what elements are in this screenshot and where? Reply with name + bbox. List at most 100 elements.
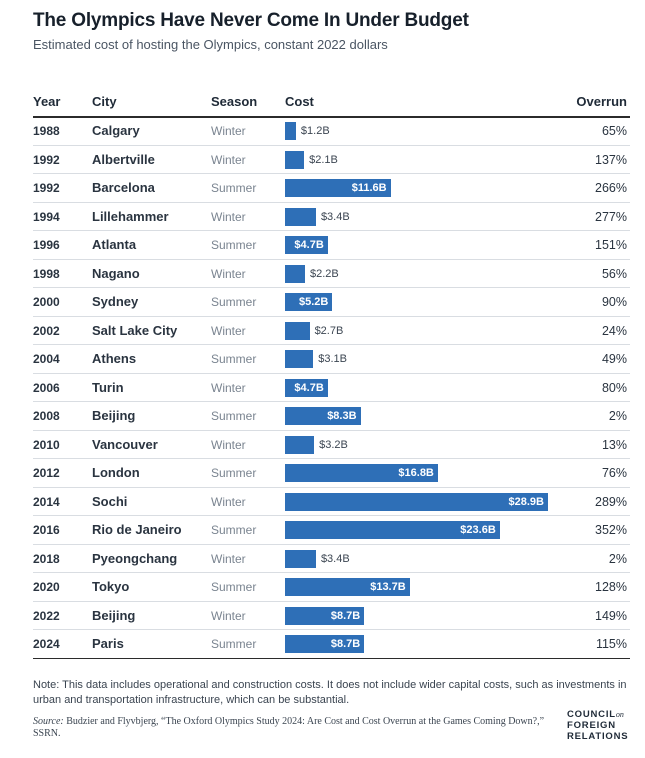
cfr-logo: COUNCILon FOREIGN RELATIONS [567,709,628,742]
header-year: Year [33,94,61,109]
cost-bar [285,407,361,425]
chart-title: The Olympics Have Never Come In Under Bu… [33,10,469,31]
table-row: 1996 Atlanta Summer 151% $4.7B [0,231,645,260]
row-year: 1998 [33,266,60,281]
table-row: 1992 Albertville Winter 137% $2.1B [0,146,645,174]
row-city: Paris [92,636,124,651]
header-rule [33,116,630,118]
cost-bar-label: $3.2B [319,438,348,451]
table-row: 2024 Paris Summer 115% $8.7B [0,630,645,659]
row-overrun: 289% [595,494,627,509]
row-separator [33,600,630,602]
row-city: Turin [92,379,124,395]
row-year: 2002 [33,323,60,338]
row-separator [33,258,630,260]
table-row: 2002 Salt Lake City Winter 24% $2.7B [0,317,645,345]
row-season: Winter [211,266,246,281]
row-year: 1996 [33,238,60,252]
logo-on: on [615,710,624,719]
row-overrun: 151% [595,238,627,252]
row-city: Athens [92,351,137,366]
cost-bar [285,635,365,653]
row-overrun: 128% [595,580,627,594]
row-city: Tokyo [92,579,130,594]
row-overrun: 137% [595,152,627,167]
row-city: Atlanta [92,237,137,252]
cost-bar-label: $4.7B [294,381,324,394]
table-row: 2018 Pyeongchang Winter 2% $3.4B [0,545,645,573]
cost-bar [285,464,438,482]
table-row: 2006 Turin Winter 80% $4.7B [0,374,645,402]
cost-bar-label: $2.7B [314,324,344,337]
row-overrun: 76% [601,466,627,480]
row-city: Lillehammer [92,208,169,224]
row-overrun: 56% [601,266,627,281]
cost-bar-label: $5.2B [298,296,329,308]
row-city: Sydney [92,294,139,309]
cost-bar-label: $3.4B [320,210,350,223]
cost-bar [285,321,310,340]
cost-bar [285,293,333,311]
cost-bar [285,521,500,539]
cost-bar-label: $8.7B [330,609,361,622]
row-overrun: 266% [595,181,627,195]
row-year: 2004 [33,352,60,366]
row-year: 1992 [33,181,60,195]
cost-bar-label: $13.7B [370,581,406,593]
cost-bar [285,492,548,511]
row-city: Calgary [92,123,140,138]
table-row: 1994 Lillehammer Winter 277% $3.4B [0,203,645,231]
row-separator [33,543,630,545]
header-season: Season [211,94,258,109]
table-row: 1988 Calgary Winter 65% $1.2B [0,117,645,146]
cost-bar [285,350,314,368]
row-season: Summer [211,352,257,366]
table-row: 2010 Vancouver Winter 13% $3.2B [0,431,645,459]
cost-bar-label: $2.1B [309,153,338,166]
row-season: Summer [211,238,257,252]
row-overrun: 13% [601,437,627,452]
cost-bar-label: $23.6B [460,524,496,536]
row-overrun: 65% [601,124,627,138]
cost-bar [285,236,328,254]
row-year: 2024 [33,637,60,651]
row-separator [33,572,630,573]
row-city: Sochi [92,493,128,509]
row-city: Nagano [92,265,140,281]
logo-line-2: FOREIGN [567,720,616,731]
row-separator [33,173,630,174]
row-year: 2000 [33,295,60,309]
row-year: 2006 [33,380,60,395]
row-separator [33,458,630,459]
cost-bar-label: $2.2B [310,267,339,280]
cost-bar [285,122,296,140]
row-season: Winter [211,124,246,138]
row-overrun: 352% [595,523,627,537]
table-row: 2008 Beijing Summer 2% $8.3B [0,402,645,431]
row-city: London [92,465,140,480]
cost-bar [285,264,306,283]
header-overrun: Overrun [576,94,627,109]
row-separator [33,201,630,203]
row-overrun: 115% [595,637,627,651]
row-overrun: 80% [601,380,627,395]
table-row: 1992 Barcelona Summer 266% $11.6B [0,174,645,203]
row-overrun: 2% [608,409,627,423]
source-text: Budzier and Flyvbjerg, “The Oxford Olymp… [33,716,545,739]
logo-line-1: COUNCIL [567,709,616,720]
cost-bar [285,606,365,625]
source-citation: Source: Budzier and Flyvbjerg, “The Oxfo… [33,716,553,740]
cost-bar-label: $28.9B [508,495,544,508]
row-separator [33,515,630,516]
row-separator [33,486,630,488]
cost-bar-label: $3.4B [320,552,350,565]
cost-bar-label: $11.6B [351,182,387,194]
row-year: 2016 [33,523,60,537]
row-city: Beijing [92,408,136,423]
row-overrun: 149% [595,608,627,623]
row-season: Winter [211,437,246,452]
row-season: Summer [211,181,257,195]
row-season: Winter [211,551,246,566]
table-row: 1998 Nagano Winter 56% $2.2B [0,260,645,288]
row-season: Winter [211,494,246,509]
